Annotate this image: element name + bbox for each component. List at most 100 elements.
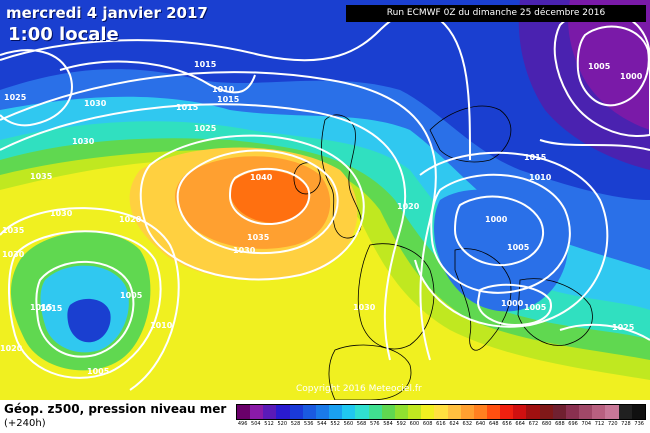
color-scale-tick-label: 712 <box>594 421 605 427</box>
map-canvas: 1040 1035 1030 1030 1030 1030 1030 1030 … <box>0 0 650 400</box>
color-scale-tick-label: 728 <box>621 421 631 427</box>
color-scale-tick-label: 512 <box>264 421 274 427</box>
isobar-1025 <box>0 103 406 361</box>
isobar-1010-sw <box>8 230 162 379</box>
color-scale-swatch <box>513 405 527 419</box>
color-scale-swatch <box>631 405 645 419</box>
pressure-label: 1025 <box>612 323 635 332</box>
color-scale-swatch <box>315 405 330 419</box>
model-run-label: Run ECMWF 0Z du dimanche 25 décembre 201… <box>346 5 646 22</box>
isobar-1025-se <box>559 323 650 341</box>
italy-coast <box>454 248 512 351</box>
scandinavia-coast <box>429 105 512 163</box>
color-scale-tick-label: 536 <box>303 421 314 427</box>
color-scale-tick-label: 504 <box>251 421 261 427</box>
weather-map: 1040 1035 1030 1030 1030 1030 1030 1030 … <box>0 0 650 400</box>
color-scale-swatch <box>579 405 593 419</box>
color-scale-ticks: 496 504 512 520 528 536 544 552 560 568 576 584 592 6… <box>236 421 646 431</box>
pressure-label: 1015 <box>40 304 63 313</box>
color-scale-tick-label: 624 <box>449 421 459 427</box>
pressure-label: 1010 <box>150 321 173 330</box>
isobar-1020 <box>0 71 437 361</box>
color-scale-swatch <box>565 405 580 419</box>
color-scale-tick-label: 704 <box>581 421 592 427</box>
color-scale-tick-label: 648 <box>488 421 499 427</box>
isobar-1000-ne <box>576 25 650 107</box>
color-scale-tick-label: 496 <box>237 421 248 427</box>
color-scale-tick-label: 576 <box>370 421 380 427</box>
great-britain-coast <box>321 114 362 239</box>
isobar-1015-sw <box>0 207 180 391</box>
color-scale-tick-label: 680 <box>541 421 552 427</box>
isobar-1010 <box>59 60 256 94</box>
copyright-label: Copyright 2016 Meteociel.fr <box>296 384 422 394</box>
pressure-label: 1030 <box>50 209 73 218</box>
pressure-label: 1000 <box>501 299 524 308</box>
color-scale-tick-label: 688 <box>555 421 565 427</box>
color-scale-swatch <box>263 405 277 419</box>
isobars <box>0 9 650 391</box>
color-scale-tick-label: 528 <box>290 421 301 427</box>
isobar-1025-west <box>0 49 73 127</box>
pressure-label: 1025 <box>194 124 217 133</box>
isobar-1010-europe <box>414 151 609 328</box>
color-scale-swatch <box>421 405 435 419</box>
balkans-coast <box>517 278 593 346</box>
color-scale-tick-label: 664 <box>515 421 525 427</box>
pressure-label: 1025 <box>4 93 27 102</box>
pressure-label: 1020 <box>119 215 142 224</box>
isobar-1015-east <box>539 139 650 151</box>
color-scale-tick-label: 736 <box>634 421 644 427</box>
color-scale-swatch <box>408 405 422 419</box>
pressure-label: 1035 <box>247 233 270 242</box>
color-scale-swatch <box>342 405 356 419</box>
color-scale-swatch <box>618 405 632 419</box>
color-scale-swatch <box>592 405 606 419</box>
pressure-label: 1030 <box>353 303 376 312</box>
color-scale-swatch <box>486 405 501 419</box>
pressure-labels: 1040 1035 1030 1030 1030 1030 1030 1030 … <box>0 60 643 376</box>
forecast-date: mercredi 4 janvier 2017 <box>6 4 208 22</box>
color-scale-tick-label: 544 <box>317 421 327 427</box>
pressure-label: 1030 <box>72 137 95 146</box>
legend-title: Géop. z500, pression niveau mer <box>4 402 227 416</box>
color-scale-swatch <box>460 405 474 419</box>
color-scale-swatch <box>355 405 369 419</box>
color-scale-swatch <box>434 405 448 419</box>
pressure-label: 1040 <box>250 173 273 182</box>
pressure-label: 1035 <box>30 172 53 181</box>
color-scale-tick-label: 696 <box>568 421 578 427</box>
color-scale-swatch <box>302 405 316 419</box>
color-scale-tick-label: 656 <box>502 421 512 427</box>
color-scale-tick-label: 520 <box>277 421 288 427</box>
color-scale-tick-label: 616 <box>436 421 446 427</box>
color-scale-swatch <box>552 405 566 419</box>
color-scale-tick-label: 584 <box>383 421 393 427</box>
pressure-label: 1035 <box>2 226 25 235</box>
pressure-label: 1000 <box>620 72 643 81</box>
pressure-label: 1005 <box>120 291 143 300</box>
color-scale-swatch <box>447 405 461 419</box>
pressure-label: 1015 <box>194 60 217 69</box>
forecast-local-time: 1:00 locale <box>8 24 119 45</box>
pressure-label: 1010 <box>529 173 552 182</box>
iberia-coast <box>328 344 412 400</box>
pressure-label: 1030 <box>233 246 256 255</box>
color-scale-swatch <box>250 405 264 419</box>
isobar-1000-europe <box>453 195 545 267</box>
field-dark-orange <box>229 170 309 223</box>
isobar-1005-sw <box>35 260 135 358</box>
color-scale-tick-label: 608 <box>422 421 433 427</box>
color-scale-swatch <box>605 405 619 419</box>
pressure-label: 1030 <box>84 99 107 108</box>
isobar-1035 <box>176 149 339 254</box>
color-scale-swatch <box>289 405 303 419</box>
pressure-label: 1015 <box>217 95 240 104</box>
pressure-label: 1005 <box>588 62 611 71</box>
color-scale-swatch <box>368 405 382 419</box>
color-scale-tick-label: 592 <box>396 421 406 427</box>
color-scale-swatch <box>329 405 343 419</box>
isobar-1005-europe <box>430 173 571 294</box>
isobar-1000-balkans <box>476 283 552 327</box>
pressure-label: 1020 <box>0 344 23 353</box>
